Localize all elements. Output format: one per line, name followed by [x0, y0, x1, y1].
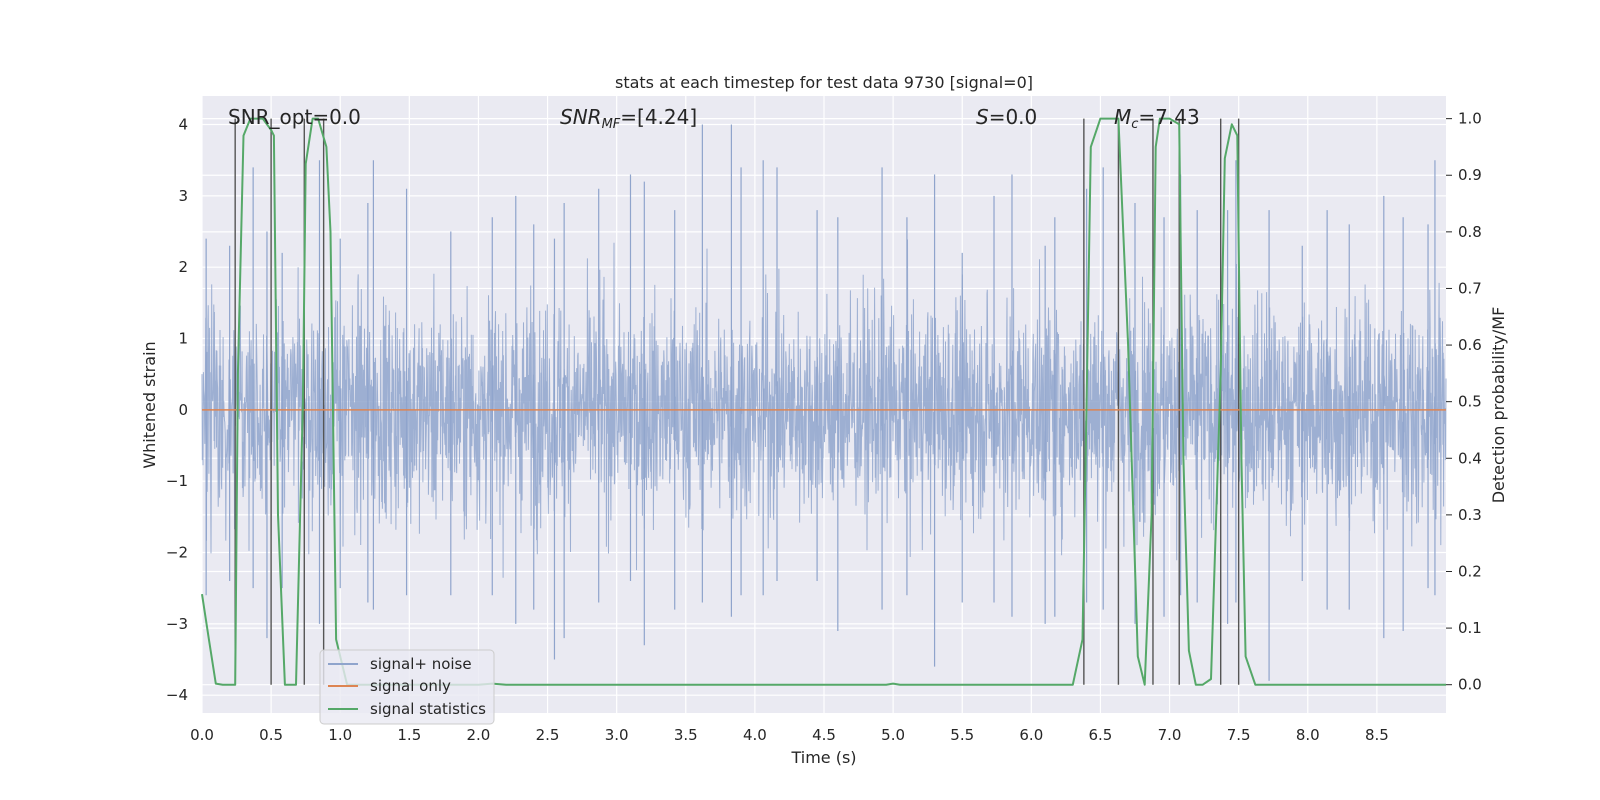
legend-label-stats: signal statistics [370, 700, 486, 718]
y-tick-label: −1 [166, 472, 188, 490]
x-tick-label: 1.5 [397, 726, 421, 744]
y2-tick-label: 0.0 [1458, 676, 1482, 694]
y-axis-label: Whitened strain [140, 341, 159, 468]
x-tick-label: 1.0 [328, 726, 352, 744]
x-tick-label: 2.0 [467, 726, 491, 744]
y-tick-label: 2 [178, 258, 188, 276]
x-tick-label: 5.0 [881, 726, 905, 744]
y-tick-label: 3 [178, 187, 188, 205]
signal-statistics-line [201, 117, 1446, 686]
y2-tick-label: 0.7 [1458, 279, 1482, 297]
x-tick-label: 5.5 [950, 726, 974, 744]
y-axis-ticks: −4 −3 −2 −1 0 1 2 3 4 [166, 116, 188, 705]
legend-label-signal: signal only [370, 677, 451, 695]
x-tick-label: 7.0 [1158, 726, 1182, 744]
y-tick-label: 1 [178, 330, 188, 348]
y2-tick-label: 0.9 [1458, 166, 1482, 184]
x-tick-label: 2.5 [536, 726, 560, 744]
legend: signal+ noise signal only signal statist… [319, 649, 495, 725]
y2-tick-label: 1.0 [1458, 110, 1482, 128]
y2-axis-label: Detection probability/MF [1489, 307, 1508, 504]
x-tick-label: 0.5 [259, 726, 283, 744]
x-axis-label: Time (s) [790, 748, 856, 767]
x-axis-ticks: 0.0 0.5 1.0 1.5 2.0 2.5 3.0 3.5 4.0 4.5 5.0 5.5 6.0 6… [190, 726, 1389, 744]
x-tick-label: 4.5 [812, 726, 836, 744]
annotation-snr-mf: SNRMF=[4.24] [560, 105, 697, 132]
signal-statistics-series [201, 117, 1446, 686]
y-tick-label: 4 [178, 116, 188, 134]
x-tick-label: 8.5 [1365, 726, 1389, 744]
y2-tick-label: 0.3 [1458, 506, 1482, 524]
y-tick-label: −3 [166, 615, 188, 633]
y2-tick-label: 0.8 [1458, 223, 1482, 241]
y-tick-label: −2 [166, 544, 188, 562]
x-tick-label: 8.0 [1296, 726, 1320, 744]
x-tick-label: 4.0 [743, 726, 767, 744]
y2-tick-label: 0.4 [1458, 449, 1482, 467]
y-tick-label: 0 [178, 401, 188, 419]
annotation-snr-opt: SNR_opt=0.0 [228, 105, 361, 129]
legend-box [319, 649, 495, 725]
x-tick-label: 3.0 [605, 726, 629, 744]
y2-tick-label: 0.6 [1458, 336, 1482, 354]
y-tick-label: −4 [166, 686, 188, 704]
y2-tick-label: 0.2 [1458, 562, 1482, 580]
x-tick-label: 6.0 [1019, 726, 1043, 744]
chart-title: stats at each timestep for test data 973… [615, 73, 1033, 92]
x-tick-label: 6.5 [1089, 726, 1113, 744]
x-tick-label: 3.5 [674, 726, 698, 744]
y2-tick-label: 0.5 [1458, 393, 1482, 411]
y2-axis-ticks: 0.0 0.1 0.2 0.3 0.4 0.5 0.6 0.7 0.8 0.9 1.0 [1446, 110, 1482, 694]
x-tick-label: 0.0 [190, 726, 214, 744]
x-tick-label: 7.5 [1227, 726, 1251, 744]
y2-tick-label: 0.1 [1458, 619, 1482, 637]
annotation-mc: Mc=7.43 [1114, 105, 1200, 132]
legend-label-noise: signal+ noise [370, 655, 472, 673]
annotation-s: S=0.0 [976, 105, 1037, 129]
